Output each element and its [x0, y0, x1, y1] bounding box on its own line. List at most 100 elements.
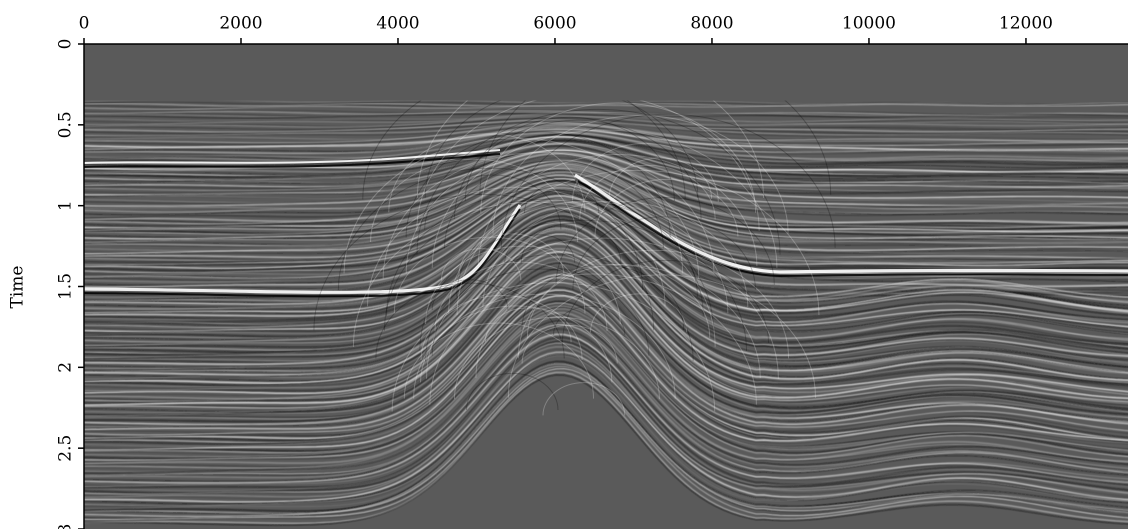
- diffraction: [413, 293, 676, 399]
- seismic-reflector: [84, 208, 1128, 336]
- seismic-reflector: [84, 199, 1128, 315]
- diffraction: [426, 237, 779, 379]
- diffraction: [343, 137, 684, 274]
- seismic-reflector: [84, 218, 1128, 361]
- diffraction: [405, 149, 715, 274]
- seismic-reflector: [84, 248, 1128, 400]
- diffraction: [443, 160, 664, 249]
- diffraction: [524, 182, 600, 214]
- diffraction: [608, 157, 713, 199]
- y-tick-label: 2: [56, 362, 76, 373]
- seismic-reflector: [84, 276, 1128, 431]
- x-tick-label: 12000: [999, 14, 1053, 34]
- seismic-reflector: [84, 338, 1128, 492]
- diffraction: [370, 158, 579, 242]
- seismic-reflector: [84, 295, 1128, 451]
- seismic-reflector: [84, 207, 1128, 326]
- x-tick-label: 0: [79, 14, 90, 34]
- seismic-reflector: [84, 256, 1128, 409]
- diffraction: [431, 279, 509, 311]
- seismic-reflector: [84, 131, 1128, 166]
- seismic-reflector: [84, 367, 1128, 522]
- diffraction: [420, 295, 583, 360]
- seismic-reflector: [84, 215, 1128, 345]
- diffraction: [492, 115, 789, 234]
- seismic-reflector: [84, 166, 1128, 243]
- seismic-reflector: [84, 362, 1128, 515]
- seismic-reflector: [84, 160, 1128, 225]
- seismic-reflector: [84, 165, 1128, 235]
- y-tick-label: 0: [56, 39, 76, 50]
- seismic-reflector: [84, 211, 1128, 341]
- seismic-reflector: [84, 282, 1128, 436]
- seismic-reflector: [84, 275, 1128, 430]
- seismic-reflector: [84, 305, 1128, 458]
- diffraction: [484, 307, 572, 343]
- diffraction: [385, 189, 704, 317]
- diffraction: [553, 305, 626, 335]
- seismic-reflector: [84, 264, 1128, 417]
- diffraction: [453, 119, 702, 219]
- seismic-reflector: [84, 227, 1128, 372]
- diffraction: [453, 316, 660, 400]
- seismic-reflector: [84, 239, 1128, 394]
- seismic-reflector: [84, 319, 1128, 474]
- seismic-reflector: [84, 161, 1128, 229]
- y-tick-label: 0.5: [56, 111, 76, 138]
- seismic-reflector: [84, 371, 1128, 525]
- seismic-reflector: [84, 122, 1128, 144]
- diffraction: [480, 102, 757, 213]
- seismic-reflector: [84, 168, 1128, 247]
- seismic-reflector: [84, 178, 1128, 269]
- diffraction: [520, 223, 622, 264]
- diffraction: [405, 131, 671, 238]
- diffraction: [383, 198, 714, 331]
- seismic-reflector: [84, 117, 1128, 131]
- seismic-reflector: [84, 134, 1128, 169]
- seismic-reflector: [84, 146, 1128, 194]
- seismic-reflector: [84, 355, 1128, 510]
- diffraction: [572, 216, 756, 290]
- seismic-reflector: [84, 328, 1128, 482]
- seismic-reflector: [84, 307, 1128, 463]
- quiet-zone: [84, 44, 1128, 101]
- diffraction: [589, 293, 688, 333]
- seismic-reflector: [84, 134, 1128, 172]
- diffraction: [416, 108, 781, 255]
- y-axis-title: Time: [8, 266, 28, 309]
- diffraction: [434, 261, 608, 332]
- x-tick-label: 8000: [690, 14, 733, 34]
- diffraction: [424, 174, 562, 230]
- seismic-reflector: [84, 311, 1128, 465]
- seismic-reflector: [84, 324, 1128, 479]
- seismic-reflector: [84, 198, 1128, 310]
- seismic-reflector: [84, 126, 1128, 155]
- diffraction: [425, 245, 621, 324]
- seismic-reflector: [84, 268, 1128, 423]
- diffraction: [466, 372, 559, 410]
- diffraction: [521, 265, 685, 331]
- seismic-reflector: [84, 366, 1128, 519]
- x-tick-label: 4000: [376, 14, 419, 34]
- diffraction: [440, 248, 522, 281]
- diffraction: [388, 133, 586, 213]
- diffraction: [526, 264, 711, 338]
- diffraction: [375, 282, 565, 359]
- seismic-reflector: [84, 229, 1128, 380]
- strong-reflector-shadow: [574, 178, 1128, 278]
- seismic-reflector: [84, 102, 1128, 110]
- seismic-reflector: [84, 233, 1128, 384]
- diffraction: [475, 263, 761, 379]
- seismic-reflector: [84, 244, 1128, 397]
- seismic-reflector: [84, 160, 1128, 232]
- seismic-reflector: [84, 235, 1128, 388]
- seismic-reflector: [84, 274, 1128, 428]
- strong-reflector-shadow: [84, 208, 521, 298]
- diffraction: [579, 164, 716, 220]
- seismic-reflector: [84, 174, 1128, 260]
- seismic-reflector: [84, 171, 1128, 256]
- y-tick-label: 1.5: [56, 273, 76, 300]
- diffraction: [500, 113, 836, 248]
- strong-reflector: [574, 173, 1128, 274]
